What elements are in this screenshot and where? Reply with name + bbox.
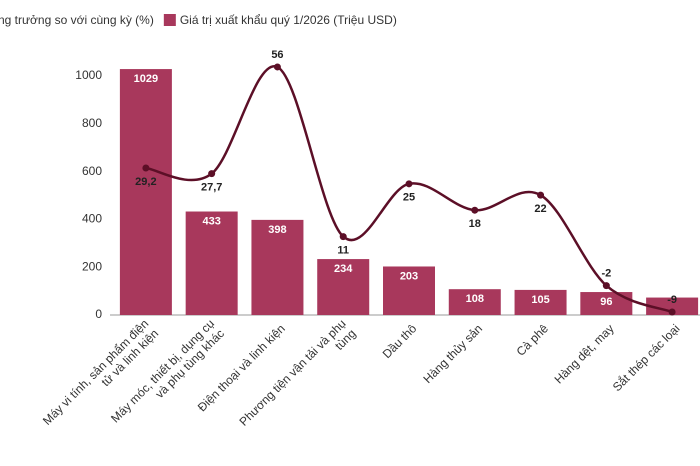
bar xyxy=(119,69,172,315)
line-value-label: 11 xyxy=(337,244,349,256)
bar-value-label: 108 xyxy=(466,293,484,305)
line-value-label: -2 xyxy=(601,268,611,280)
bar-value-label: 105 xyxy=(531,294,549,306)
bar xyxy=(646,297,699,315)
bar-value-label: 203 xyxy=(400,270,418,282)
line-value-label: 25 xyxy=(403,192,415,204)
line-point xyxy=(208,170,216,178)
line-point xyxy=(668,308,676,316)
y-tick-label: 800 xyxy=(82,116,102,130)
y-tick-label: 600 xyxy=(82,164,102,178)
bar xyxy=(514,289,567,315)
bar-value-label: 433 xyxy=(202,215,220,227)
line-point xyxy=(471,206,479,214)
bar-value-label: 96 xyxy=(600,296,612,308)
bar xyxy=(251,219,304,315)
bar xyxy=(580,292,633,315)
bar xyxy=(185,211,238,315)
y-tick-label: 400 xyxy=(82,212,102,226)
line-point xyxy=(273,63,281,71)
bar-value-label: 1029 xyxy=(134,73,158,85)
line-point xyxy=(405,180,413,188)
bar-value-label: 398 xyxy=(268,224,286,236)
legend-swatch xyxy=(163,14,176,26)
legend-label: Giá trị xuất khẩu quý 1/2026 (Triệu USD) xyxy=(180,13,397,27)
line-value-label: 56 xyxy=(271,49,283,61)
legend-label: ng trưởng so với cùng kỳ (%) xyxy=(0,13,154,27)
y-tick-label: 0 xyxy=(95,307,102,321)
line-point xyxy=(142,164,150,172)
y-tick-label: 200 xyxy=(82,259,102,273)
bar xyxy=(383,266,435,315)
line-point xyxy=(537,191,545,199)
line-point xyxy=(339,233,347,241)
bar-value-label: 234 xyxy=(334,263,353,275)
line xyxy=(145,65,673,314)
line-value-label: 18 xyxy=(469,218,481,230)
line-point xyxy=(602,282,610,290)
line-value-label: -9 xyxy=(667,294,677,306)
line-value-label: 27,7 xyxy=(201,182,222,194)
line-value-label: 22 xyxy=(534,203,546,215)
line-value-label: 29,2 xyxy=(135,176,156,188)
y-tick-label: 1000 xyxy=(75,68,102,82)
bar xyxy=(448,289,501,315)
bar xyxy=(317,259,370,315)
